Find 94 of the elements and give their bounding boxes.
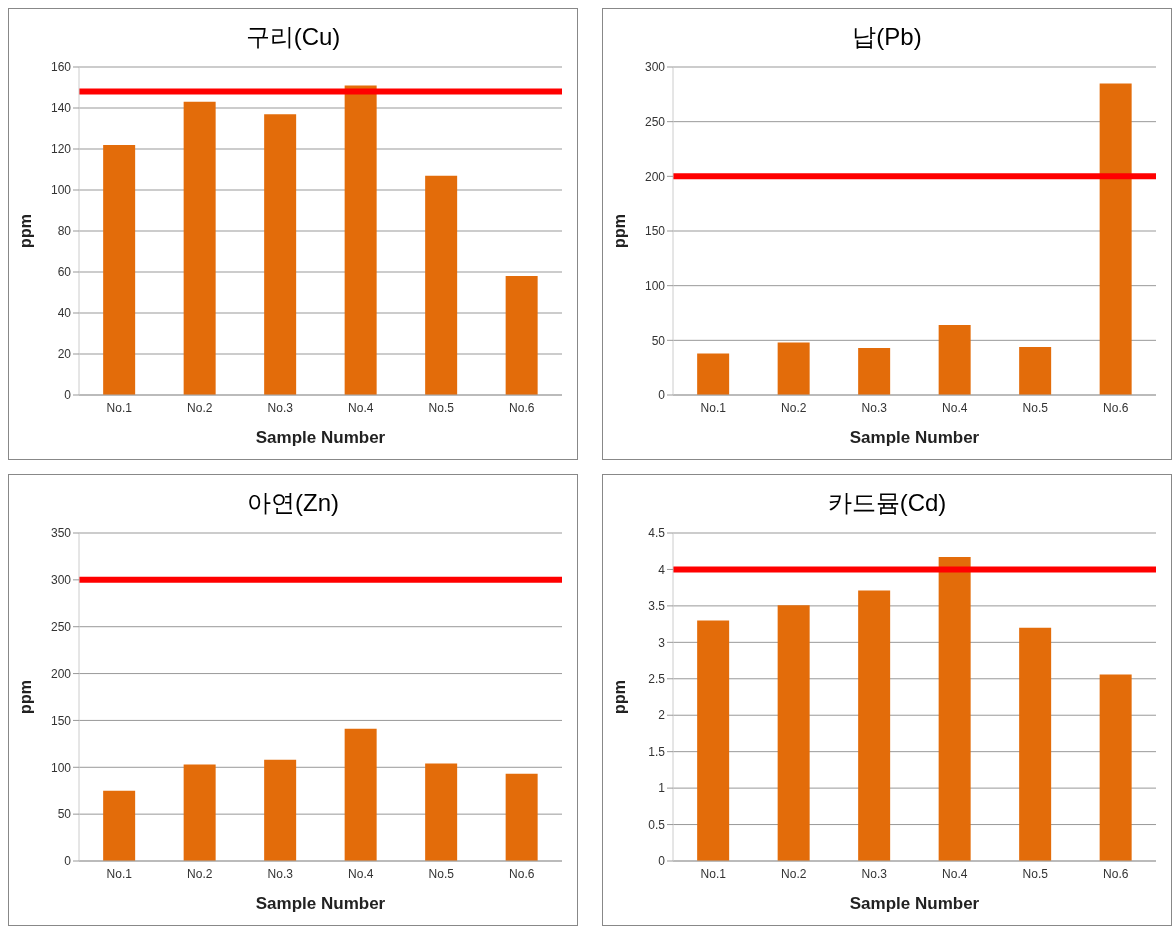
- x-tick-label: No.2: [187, 866, 213, 881]
- bar: [777, 342, 810, 395]
- y-tick-label: 200: [644, 169, 666, 184]
- bar: [1099, 83, 1132, 395]
- x-axis-title: Sample Number: [255, 428, 386, 447]
- y-tick-label: 120: [50, 142, 72, 157]
- bar: [264, 759, 297, 861]
- y-tick-label: 0: [64, 854, 72, 869]
- y-tick-label: 1.5: [648, 744, 666, 759]
- y-tick-label: 350: [50, 526, 72, 541]
- bar: [103, 144, 136, 395]
- x-tick-label: No.3: [861, 400, 888, 415]
- bar: [1019, 627, 1052, 861]
- x-axis-title: Sample Number: [255, 894, 386, 913]
- y-tick-label: 200: [50, 666, 72, 681]
- y-tick-label: 1: [658, 781, 666, 796]
- bar: [103, 790, 136, 861]
- y-tick-label: 60: [57, 265, 72, 280]
- y-tick-label: 100: [50, 183, 72, 198]
- y-tick-label: 250: [644, 114, 666, 129]
- bar: [344, 85, 377, 395]
- x-tick-label: No.1: [106, 400, 133, 415]
- x-tick-label: No.3: [861, 866, 888, 881]
- x-axis-title: Sample Number: [849, 894, 980, 913]
- bar: [425, 175, 458, 395]
- y-tick-label: 0.5: [648, 817, 666, 832]
- x-tick-label: No.6: [1103, 400, 1129, 415]
- bar: [938, 557, 971, 861]
- y-tick-label: 2.5: [648, 672, 666, 687]
- chart-title: 구리(Cu): [244, 22, 342, 52]
- y-axis-title: ppm: [610, 680, 628, 714]
- y-axis-title: ppm: [16, 214, 34, 248]
- bar: [505, 773, 538, 861]
- x-tick-label: No.2: [781, 866, 807, 881]
- x-axis-title: Sample Number: [849, 428, 980, 447]
- chart-title: 카드뮴(Cd): [826, 488, 948, 518]
- y-tick-label: 20: [57, 347, 72, 362]
- x-tick-label: No.5: [1022, 400, 1049, 415]
- y-tick-label: 3: [658, 635, 666, 650]
- x-tick-label: No.5: [1022, 866, 1049, 881]
- x-tick-label: No.3: [267, 866, 294, 881]
- bar: [697, 620, 730, 861]
- x-tick-label: No.5: [428, 866, 455, 881]
- x-tick-label: No.2: [781, 400, 807, 415]
- y-tick-label: 140: [50, 101, 72, 116]
- bar: [938, 325, 971, 395]
- bar: [183, 764, 216, 861]
- bar: [264, 114, 297, 395]
- x-tick-label: No.4: [942, 400, 968, 415]
- y-tick-label: 300: [50, 573, 72, 588]
- bar: [697, 353, 730, 395]
- bar: [1099, 674, 1132, 861]
- x-tick-label: No.6: [509, 866, 535, 881]
- y-tick-label: 0: [658, 388, 666, 403]
- chart-title: 납(Pb): [851, 22, 923, 52]
- x-tick-label: No.4: [942, 866, 968, 881]
- x-tick-label: No.3: [267, 400, 294, 415]
- x-tick-label: No.6: [1103, 866, 1129, 881]
- y-tick-label: 300: [644, 60, 666, 75]
- x-tick-label: No.5: [428, 400, 455, 415]
- y-axis-title: ppm: [610, 214, 628, 248]
- y-tick-label: 160: [50, 60, 72, 75]
- x-tick-label: No.6: [509, 400, 535, 415]
- y-tick-label: 100: [50, 760, 72, 775]
- y-tick-label: 150: [50, 713, 72, 728]
- bar: [505, 276, 538, 395]
- bar: [344, 728, 377, 861]
- x-tick-label: No.4: [348, 400, 374, 415]
- y-tick-label: 3.5: [648, 599, 666, 614]
- y-tick-label: 100: [644, 278, 666, 293]
- x-tick-label: No.1: [106, 866, 133, 881]
- y-tick-label: 0: [64, 388, 72, 403]
- x-tick-label: No.1: [700, 400, 727, 415]
- chart-title: 아연(Zn): [246, 488, 340, 518]
- x-tick-label: No.2: [187, 400, 213, 415]
- y-tick-label: 4: [658, 562, 666, 577]
- y-tick-label: 50: [651, 333, 666, 348]
- y-tick-label: 40: [57, 306, 72, 321]
- y-tick-label: 2: [658, 708, 666, 723]
- bar: [1019, 346, 1052, 395]
- y-tick-label: 150: [644, 224, 666, 239]
- y-tick-label: 0: [658, 854, 666, 869]
- x-tick-label: No.1: [700, 866, 727, 881]
- y-tick-label: 80: [57, 224, 72, 239]
- y-axis-title: ppm: [16, 680, 34, 714]
- bar: [183, 101, 216, 395]
- y-tick-label: 4.5: [648, 526, 666, 541]
- x-tick-label: No.4: [348, 866, 374, 881]
- bar: [777, 605, 810, 861]
- bar: [425, 763, 458, 861]
- bar: [858, 347, 891, 395]
- y-tick-label: 250: [50, 619, 72, 634]
- bar: [858, 590, 891, 861]
- y-tick-label: 50: [57, 807, 72, 822]
